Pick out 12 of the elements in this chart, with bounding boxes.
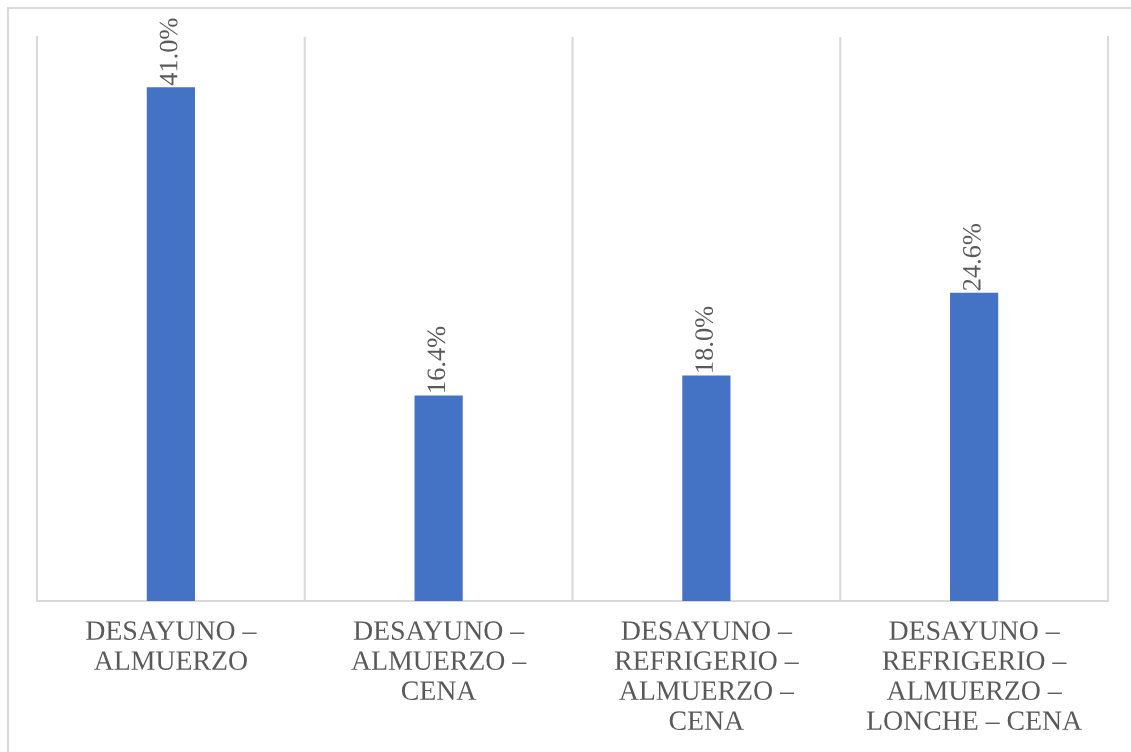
bar: [682, 375, 731, 601]
data-label: 18.0%: [695, 306, 714, 372]
data-label: 41.0%: [159, 18, 178, 86]
bar: [414, 395, 463, 601]
data-label: 24.6%: [962, 224, 981, 291]
x-tick-label: DESAYUNO – REFRIGERIO – ALMUERZO – LONCHE – CENA: [866, 621, 1082, 731]
bar: [146, 87, 195, 601]
x-tick-label: DESAYUNO – ALMUERZO – CENA: [351, 621, 527, 701]
data-label: 16.4%: [427, 326, 446, 392]
x-tick-label: DESAYUNO – ALMUERZO: [86, 621, 257, 670]
x-tick-label: DESAYUNO – REFRIGERIO – ALMUERZO – CENA: [614, 621, 799, 731]
bar: [950, 292, 999, 601]
